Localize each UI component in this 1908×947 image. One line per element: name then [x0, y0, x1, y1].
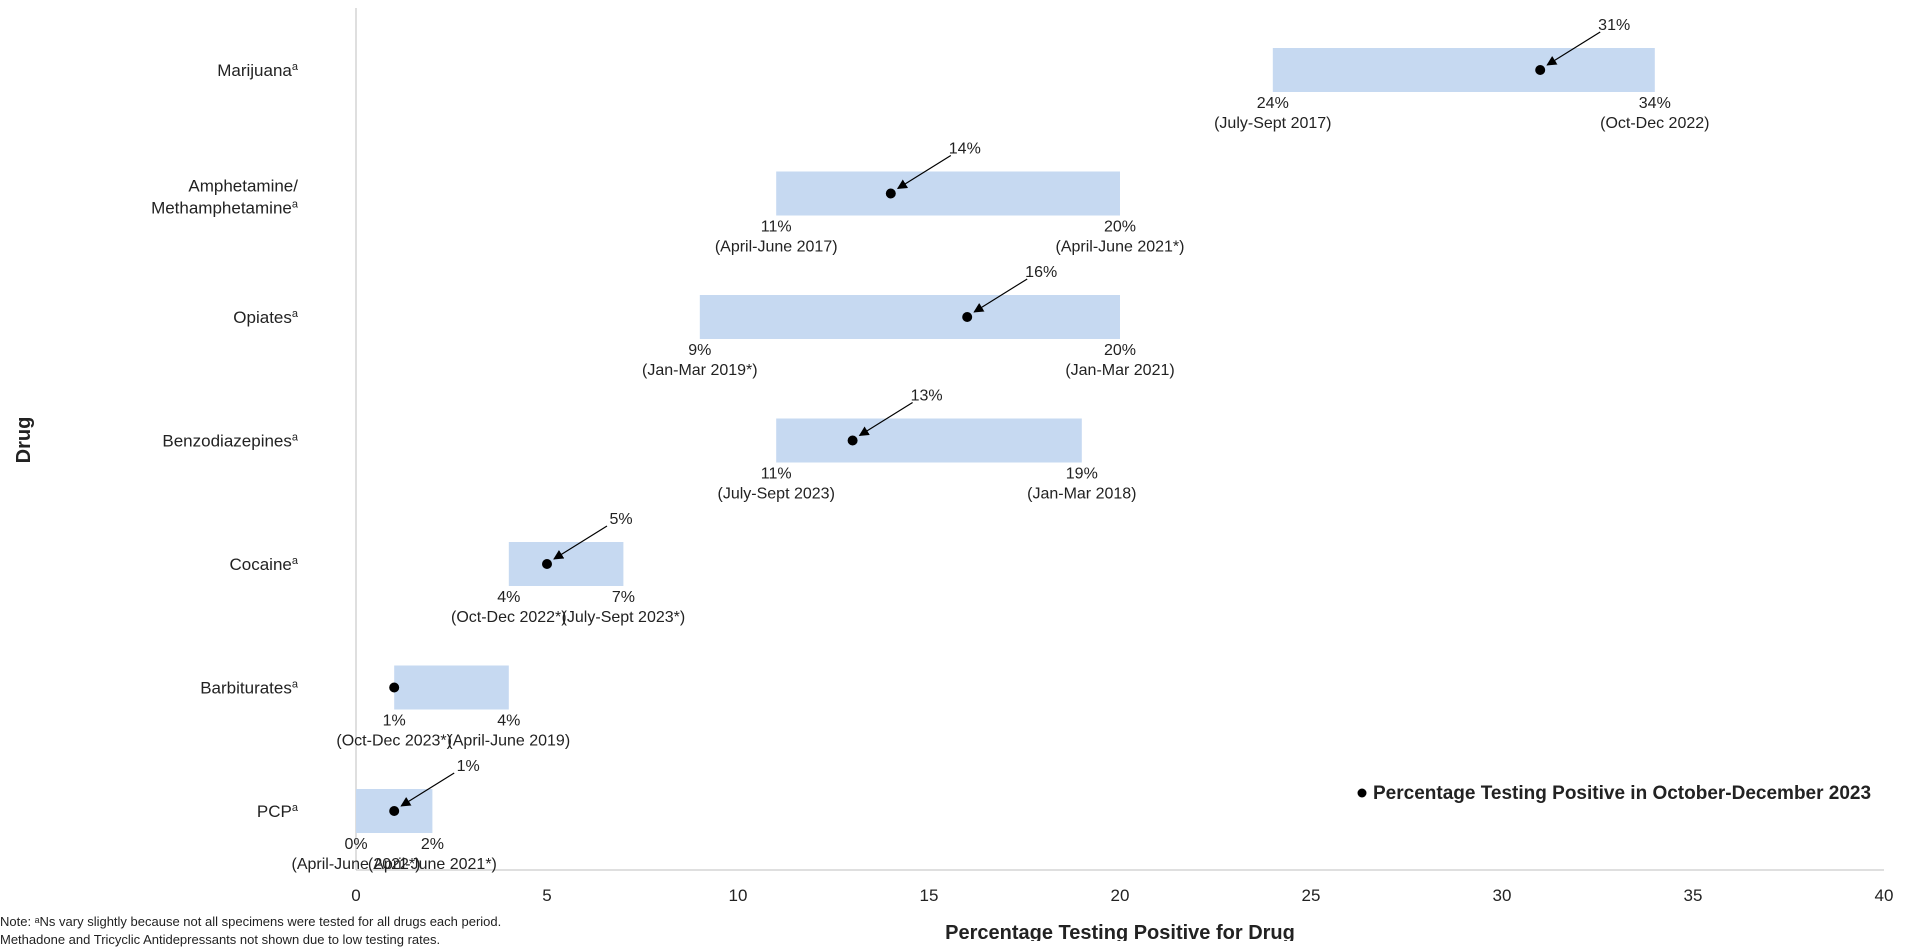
max-value-label: 20% — [1104, 342, 1136, 359]
x-axis-title: Percentage Testing Positive for Drug — [945, 922, 1295, 941]
min-value-label: 11% — [761, 219, 792, 236]
current-point — [389, 806, 400, 816]
x-tick-label: 15 — [920, 886, 939, 905]
x-tick-label: 20 — [1111, 886, 1130, 905]
min-period-label: (April-June 2022*) — [292, 856, 421, 873]
y-axis-title: Drug — [13, 417, 35, 464]
x-tick-label: 40 — [1875, 886, 1894, 905]
current-arrow — [896, 154, 952, 190]
range-bar — [394, 665, 509, 710]
max-period-label: (April-June 2021*) — [368, 856, 497, 873]
current-point — [542, 559, 552, 569]
max-period-label: (April-June 2019) — [447, 733, 570, 750]
current-point — [962, 312, 973, 322]
x-tick-label: 25 — [1302, 886, 1321, 905]
current-point — [885, 188, 896, 199]
min-value-label: 9% — [688, 342, 711, 359]
current-value-label: 14% — [949, 141, 981, 158]
x-tick-label: 10 — [729, 886, 748, 905]
category-label: Opiatesa — [233, 308, 299, 327]
category-label: Methamphetaminea — [151, 199, 299, 218]
max-value-label: 4% — [497, 713, 520, 730]
min-value-label: 11% — [761, 466, 792, 483]
current-point — [389, 682, 400, 693]
min-period-label: (April-June 2017) — [715, 239, 838, 256]
min-value-label: 4% — [497, 589, 520, 606]
current-point — [1535, 65, 1546, 75]
range-bar — [1272, 48, 1655, 92]
footnote-1: Note: ᵃNs vary slightly because not all … — [0, 914, 502, 929]
category-label: Amphetamine/ — [188, 177, 298, 196]
current-value-label: 31% — [1598, 17, 1630, 34]
category-label: PCPa — [257, 802, 299, 821]
max-period-label: (July-Sept 2023*) — [562, 609, 686, 626]
min-period-label: (Oct-Dec 2022*) — [451, 609, 567, 626]
x-tick-label: 30 — [1493, 886, 1512, 905]
max-value-label: 20% — [1104, 219, 1136, 236]
min-period-label: (July-Sept 2023) — [718, 486, 835, 503]
current-arrow — [553, 525, 608, 560]
current-value-label: 1% — [457, 758, 480, 775]
max-value-label: 2% — [421, 836, 444, 853]
min-period-label: (Oct-Dec 2023*) — [336, 733, 452, 750]
current-point — [847, 435, 858, 446]
range-bar — [776, 171, 1120, 216]
range-bar — [699, 295, 1120, 339]
max-period-label: (April-June 2021*) — [1056, 239, 1185, 256]
max-period-label: (Jan-Mar 2018) — [1027, 486, 1136, 503]
legend-label: Percentage Testing Positive in October-D… — [1373, 783, 1871, 804]
footnote-2: Methadone and Tricyclic Antidepressants … — [0, 932, 441, 947]
category-label: Barbituratesa — [200, 679, 299, 698]
min-value-label: 24% — [1257, 95, 1289, 112]
max-period-label: (Jan-Mar 2021) — [1065, 362, 1174, 379]
min-period-label: (July-Sept 2017) — [1214, 115, 1331, 132]
category-label: Marijuanaa — [217, 61, 299, 80]
x-tick-label: 5 — [542, 886, 551, 905]
category-label: Cocainea — [230, 555, 299, 574]
current-arrow — [400, 772, 455, 807]
max-value-label: 19% — [1066, 466, 1098, 483]
legend-marker — [1357, 788, 1367, 798]
max-period-label: (Oct-Dec 2022) — [1600, 115, 1709, 132]
min-value-label: 0% — [344, 836, 367, 853]
max-value-label: 34% — [1639, 95, 1671, 112]
current-value-label: 16% — [1025, 264, 1057, 281]
current-arrow — [858, 401, 913, 437]
x-tick-label: 35 — [1684, 886, 1703, 905]
current-arrow — [973, 278, 1028, 313]
min-value-label: 1% — [383, 713, 406, 730]
min-period-label: (Jan-Mar 2019*) — [642, 362, 758, 379]
range-bar — [508, 542, 624, 586]
category-label: Benzodiazepinesa — [162, 432, 298, 451]
x-tick-label: 0 — [351, 886, 360, 905]
current-value-label: 5% — [609, 511, 632, 528]
current-arrow — [1546, 31, 1601, 66]
max-value-label: 7% — [612, 589, 635, 606]
range-bar — [776, 418, 1082, 463]
current-value-label: 13% — [911, 388, 943, 405]
